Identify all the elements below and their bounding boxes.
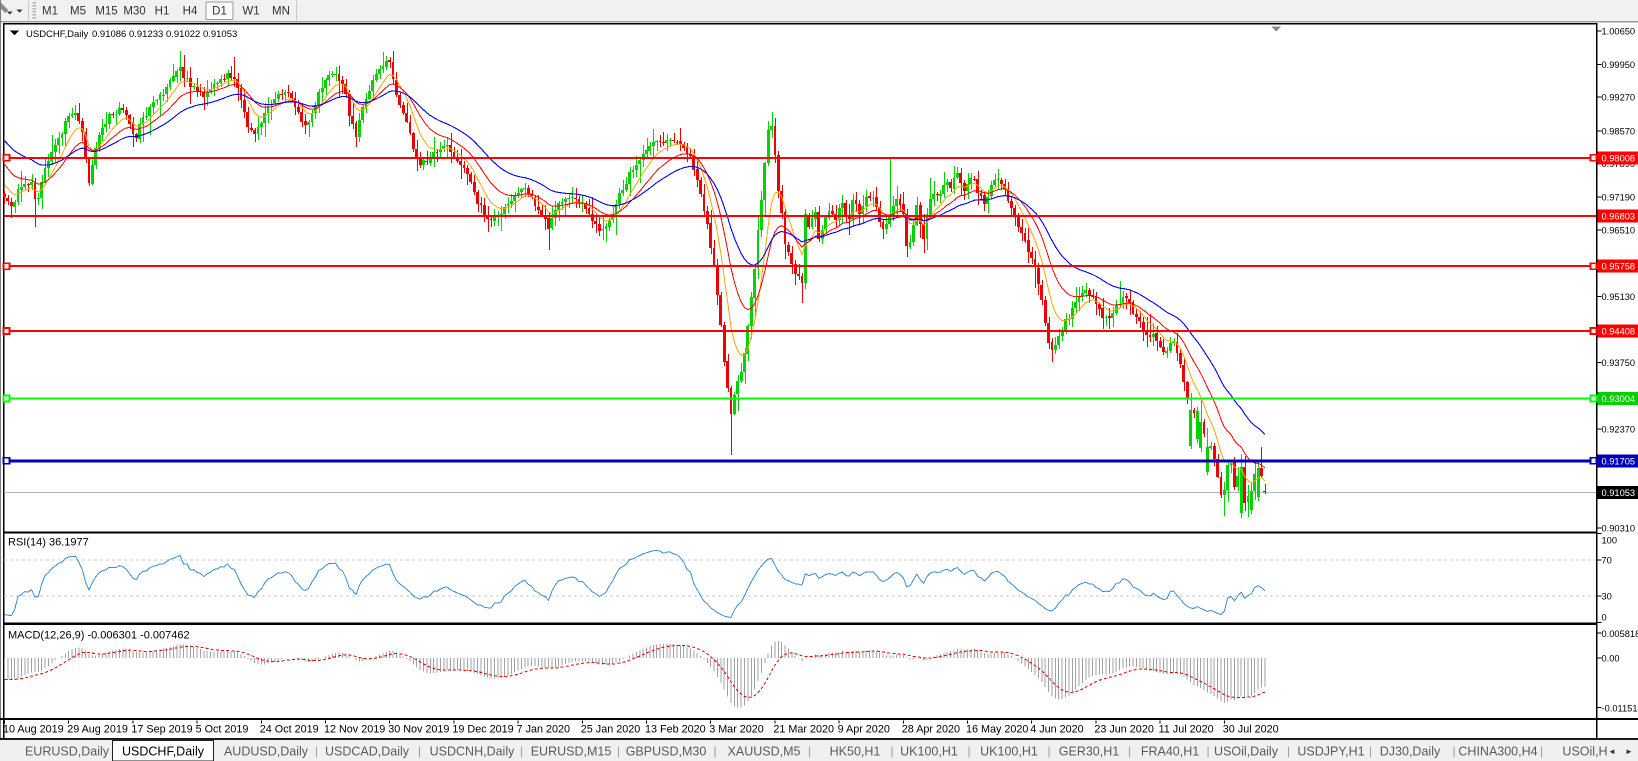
svg-text:0.91705: 0.91705 [1602, 456, 1636, 466]
svg-text:30 Nov 2019: 30 Nov 2019 [388, 724, 449, 736]
svg-text:M1: M1 [42, 6, 58, 18]
svg-text:11 Jul 2020: 11 Jul 2020 [1159, 724, 1214, 736]
svg-text:USDCHF,Daily: USDCHF,Daily [122, 745, 205, 759]
svg-text:0.93004: 0.93004 [1602, 394, 1636, 404]
svg-text:|: | [1206, 744, 1209, 758]
svg-text:XAUUSD,M5: XAUUSD,M5 [728, 745, 801, 759]
svg-text:30: 30 [1602, 591, 1612, 601]
svg-text:0.91053: 0.91053 [1602, 488, 1636, 498]
svg-text:W1: W1 [242, 6, 259, 18]
svg-text:28 Apr 2020: 28 Apr 2020 [902, 724, 960, 736]
svg-text:EURUSD,Daily: EURUSD,Daily [25, 745, 110, 759]
svg-text:H1: H1 [155, 6, 170, 18]
svg-text:RSI(14) 36.1977: RSI(14) 36.1977 [8, 537, 89, 549]
svg-text:0.96803: 0.96803 [1602, 211, 1636, 221]
svg-text:1.00650: 1.00650 [1602, 26, 1636, 36]
svg-text:0.93750: 0.93750 [1602, 358, 1636, 368]
svg-text:4 Jun 2020: 4 Jun 2020 [1030, 724, 1083, 736]
svg-text:GER30,H1: GER30,H1 [1059, 745, 1119, 759]
svg-text:|: | [890, 744, 893, 758]
svg-text:MN: MN [272, 6, 290, 18]
svg-text:0.90310: 0.90310 [1602, 524, 1636, 534]
svg-text:|: | [1540, 744, 1543, 758]
svg-text:10 Aug 2019: 10 Aug 2019 [3, 724, 64, 736]
svg-text:0.00: 0.00 [1602, 654, 1620, 664]
svg-text:MACD(12,26,9) -0.006301 -0.007: MACD(12,26,9) -0.006301 -0.007462 [8, 630, 190, 642]
svg-text:5 Oct 2019: 5 Oct 2019 [196, 724, 249, 736]
svg-text:UK100,H1: UK100,H1 [980, 745, 1038, 759]
svg-text:3 Mar 2020: 3 Mar 2020 [709, 724, 764, 736]
svg-text:0.92370: 0.92370 [1602, 425, 1636, 435]
svg-text:AUDUSD,Daily: AUDUSD,Daily [224, 745, 309, 759]
svg-text:0: 0 [1602, 613, 1607, 623]
svg-text:UK100,H1: UK100,H1 [900, 745, 958, 759]
svg-text:0.98008: 0.98008 [1602, 153, 1636, 163]
svg-text:GBPUSD,M30: GBPUSD,M30 [626, 745, 707, 759]
svg-text:HK50,H1: HK50,H1 [830, 745, 881, 759]
svg-text:25 Jan 2020: 25 Jan 2020 [581, 724, 640, 736]
svg-text:◄: ◄ [1608, 747, 1616, 756]
svg-text:EURUSD,M15: EURUSD,M15 [531, 745, 612, 759]
svg-text:|: | [1047, 744, 1050, 758]
svg-text:17 Sep 2019: 17 Sep 2019 [131, 724, 192, 736]
svg-text:12 Nov 2019: 12 Nov 2019 [324, 724, 385, 736]
svg-text:7 Jan 2020: 7 Jan 2020 [517, 724, 570, 736]
svg-text:|: | [418, 744, 421, 758]
svg-text:FRA40,H1: FRA40,H1 [1141, 745, 1199, 759]
svg-text:19 Dec 2019: 19 Dec 2019 [452, 724, 513, 736]
svg-text:►: ► [1625, 747, 1633, 756]
svg-text:D1: D1 [212, 6, 227, 18]
svg-text:USDCNH,Daily: USDCNH,Daily [430, 745, 515, 759]
svg-text:0.005818: 0.005818 [1602, 629, 1638, 639]
svg-text:|: | [808, 744, 811, 758]
svg-text:13 Feb 2020: 13 Feb 2020 [645, 724, 706, 736]
svg-text:CHINA300,H4: CHINA300,H4 [1458, 745, 1537, 759]
svg-text:|: | [1452, 744, 1455, 758]
svg-text:70: 70 [1602, 556, 1612, 566]
svg-text:|: | [1128, 744, 1131, 758]
svg-text:100: 100 [1602, 536, 1618, 546]
svg-text:29 Aug 2019: 29 Aug 2019 [67, 724, 128, 736]
svg-text:|: | [1287, 744, 1290, 758]
svg-text:USOil,Daily: USOil,Daily [1214, 745, 1279, 759]
svg-text:|: | [967, 744, 970, 758]
svg-text:0.94408: 0.94408 [1602, 327, 1636, 337]
svg-text:M15: M15 [95, 6, 117, 18]
svg-text:0.95758: 0.95758 [1602, 262, 1636, 272]
svg-text:|: | [520, 744, 523, 758]
svg-text:M5: M5 [70, 6, 86, 18]
svg-text:0.97190: 0.97190 [1602, 193, 1636, 203]
svg-text:23 Jun 2020: 23 Jun 2020 [1094, 724, 1153, 736]
svg-text:USDJPY,H1: USDJPY,H1 [1297, 745, 1364, 759]
svg-text:-0.011514: -0.011514 [1602, 703, 1638, 713]
svg-text:|: | [713, 744, 716, 758]
svg-text:|: | [617, 744, 620, 758]
svg-text:USOil,H: USOil,H [1562, 745, 1607, 759]
svg-text:16 May 2020: 16 May 2020 [966, 724, 1028, 736]
svg-text:30 Jul 2020: 30 Jul 2020 [1223, 724, 1279, 736]
svg-text:DJ30,Daily: DJ30,Daily [1380, 745, 1441, 759]
svg-text:0.96510: 0.96510 [1602, 225, 1636, 235]
svg-text:M30: M30 [123, 6, 145, 18]
svg-text:0.95130: 0.95130 [1602, 292, 1636, 302]
svg-text:USDCHF,Daily: USDCHF,Daily [26, 29, 89, 40]
svg-text:USDCAD,Daily: USDCAD,Daily [325, 745, 410, 759]
svg-text:0.98570: 0.98570 [1602, 126, 1636, 136]
svg-text:H4: H4 [183, 6, 198, 18]
svg-text:9 Apr 2020: 9 Apr 2020 [838, 724, 890, 736]
svg-text:0.99950: 0.99950 [1602, 60, 1636, 70]
svg-text:|: | [315, 744, 318, 758]
svg-text:24 Oct 2019: 24 Oct 2019 [260, 724, 319, 736]
svg-text:0.99270: 0.99270 [1602, 93, 1636, 103]
svg-text:0.91086 0.91233 0.91022 0.9105: 0.91086 0.91233 0.91022 0.91053 [92, 29, 237, 40]
svg-text:21 Mar 2020: 21 Mar 2020 [773, 724, 834, 736]
svg-text:|: | [1369, 744, 1372, 758]
